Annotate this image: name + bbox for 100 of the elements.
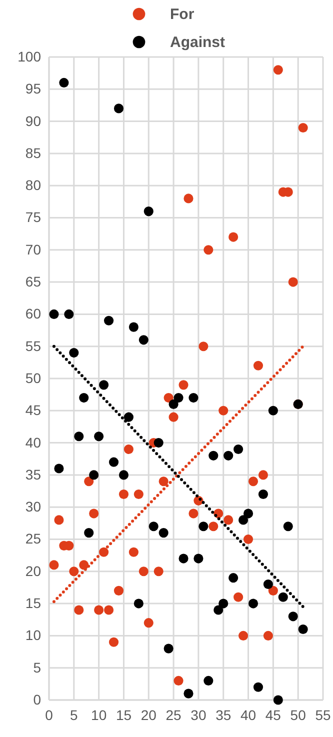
y-tick-label: 15 bbox=[25, 595, 42, 612]
legend-label: For bbox=[170, 6, 194, 23]
y-tick-label: 80 bbox=[25, 177, 42, 194]
point bbox=[148, 522, 158, 532]
point bbox=[108, 637, 119, 647]
y-tick-label: 60 bbox=[25, 306, 42, 322]
x-tick-label: 35 bbox=[216, 706, 232, 723]
point bbox=[89, 508, 99, 518]
point bbox=[64, 309, 74, 319]
y-tick-label: 50 bbox=[25, 370, 42, 386]
point bbox=[224, 450, 234, 460]
point bbox=[69, 348, 79, 358]
x-tick-label: 30 bbox=[190, 706, 206, 723]
point bbox=[288, 612, 298, 622]
point bbox=[194, 554, 204, 564]
x-tick-label: 55 bbox=[315, 706, 331, 723]
point bbox=[59, 78, 69, 88]
x-tick-label: 40 bbox=[240, 706, 256, 723]
point bbox=[184, 688, 194, 698]
y-tick-label: 20 bbox=[25, 562, 42, 579]
point bbox=[114, 104, 124, 114]
y-tick-label: 75 bbox=[25, 209, 42, 226]
point bbox=[138, 566, 148, 576]
y-tick-label: 70 bbox=[25, 241, 42, 258]
point bbox=[74, 605, 84, 615]
point bbox=[164, 644, 174, 654]
point bbox=[144, 206, 154, 216]
point bbox=[298, 624, 308, 634]
y-tick-label: 85 bbox=[25, 144, 42, 161]
point bbox=[128, 547, 138, 557]
point bbox=[218, 406, 228, 416]
point bbox=[253, 360, 264, 370]
x-tick-label: 25 bbox=[166, 706, 182, 723]
x-tick-label: 0 bbox=[45, 706, 54, 723]
y-tick-label: 65 bbox=[25, 274, 42, 290]
point bbox=[178, 554, 188, 564]
y-tick-label: 35 bbox=[25, 466, 42, 482]
y-tick-label: 0 bbox=[33, 691, 42, 708]
y-tick-label: 90 bbox=[25, 112, 42, 129]
point bbox=[94, 605, 104, 615]
y-tick-label: 40 bbox=[25, 434, 42, 450]
point bbox=[198, 522, 208, 532]
point bbox=[258, 470, 268, 480]
point bbox=[84, 528, 94, 538]
point bbox=[208, 450, 218, 460]
point bbox=[124, 444, 134, 454]
point bbox=[54, 464, 64, 474]
point bbox=[188, 393, 198, 403]
point bbox=[174, 393, 184, 403]
point bbox=[234, 592, 244, 602]
point bbox=[114, 586, 124, 596]
point bbox=[238, 515, 248, 525]
y-tick-label: 55 bbox=[25, 338, 42, 354]
x-tick-label: 5 bbox=[70, 706, 78, 723]
point bbox=[178, 380, 188, 390]
point bbox=[268, 586, 278, 596]
point bbox=[158, 528, 168, 538]
point bbox=[208, 522, 218, 532]
point bbox=[118, 470, 129, 480]
y-tick-label: 10 bbox=[25, 627, 42, 644]
point bbox=[273, 65, 283, 75]
point bbox=[228, 232, 238, 242]
point bbox=[99, 380, 109, 390]
point bbox=[118, 489, 129, 500]
point bbox=[69, 566, 79, 576]
point bbox=[168, 399, 178, 409]
point bbox=[154, 438, 164, 448]
point bbox=[108, 457, 119, 467]
point bbox=[49, 309, 59, 319]
point bbox=[234, 444, 244, 454]
point bbox=[184, 194, 194, 204]
point bbox=[89, 470, 99, 480]
point bbox=[124, 412, 134, 422]
y-tick-label: 5 bbox=[33, 659, 42, 676]
point bbox=[224, 515, 234, 525]
point bbox=[164, 393, 174, 403]
y-tick-label: 30 bbox=[25, 498, 42, 515]
x-tick-label: 50 bbox=[290, 706, 306, 723]
point bbox=[158, 476, 168, 486]
point bbox=[298, 122, 308, 133]
legend-label: Against bbox=[170, 34, 226, 51]
point bbox=[218, 598, 228, 608]
point bbox=[278, 592, 288, 602]
point bbox=[188, 508, 198, 518]
x-tick-label: 45 bbox=[265, 706, 282, 723]
point bbox=[243, 508, 254, 518]
point bbox=[214, 605, 224, 615]
point bbox=[268, 406, 278, 416]
x-tick-label: 20 bbox=[140, 706, 157, 723]
point bbox=[104, 316, 114, 326]
point bbox=[54, 515, 64, 525]
point bbox=[79, 393, 89, 403]
point bbox=[174, 676, 184, 686]
point bbox=[258, 489, 268, 500]
point bbox=[198, 342, 208, 352]
point bbox=[134, 489, 144, 500]
point bbox=[263, 630, 273, 640]
point bbox=[238, 630, 248, 640]
point bbox=[128, 322, 138, 332]
point bbox=[94, 432, 104, 442]
